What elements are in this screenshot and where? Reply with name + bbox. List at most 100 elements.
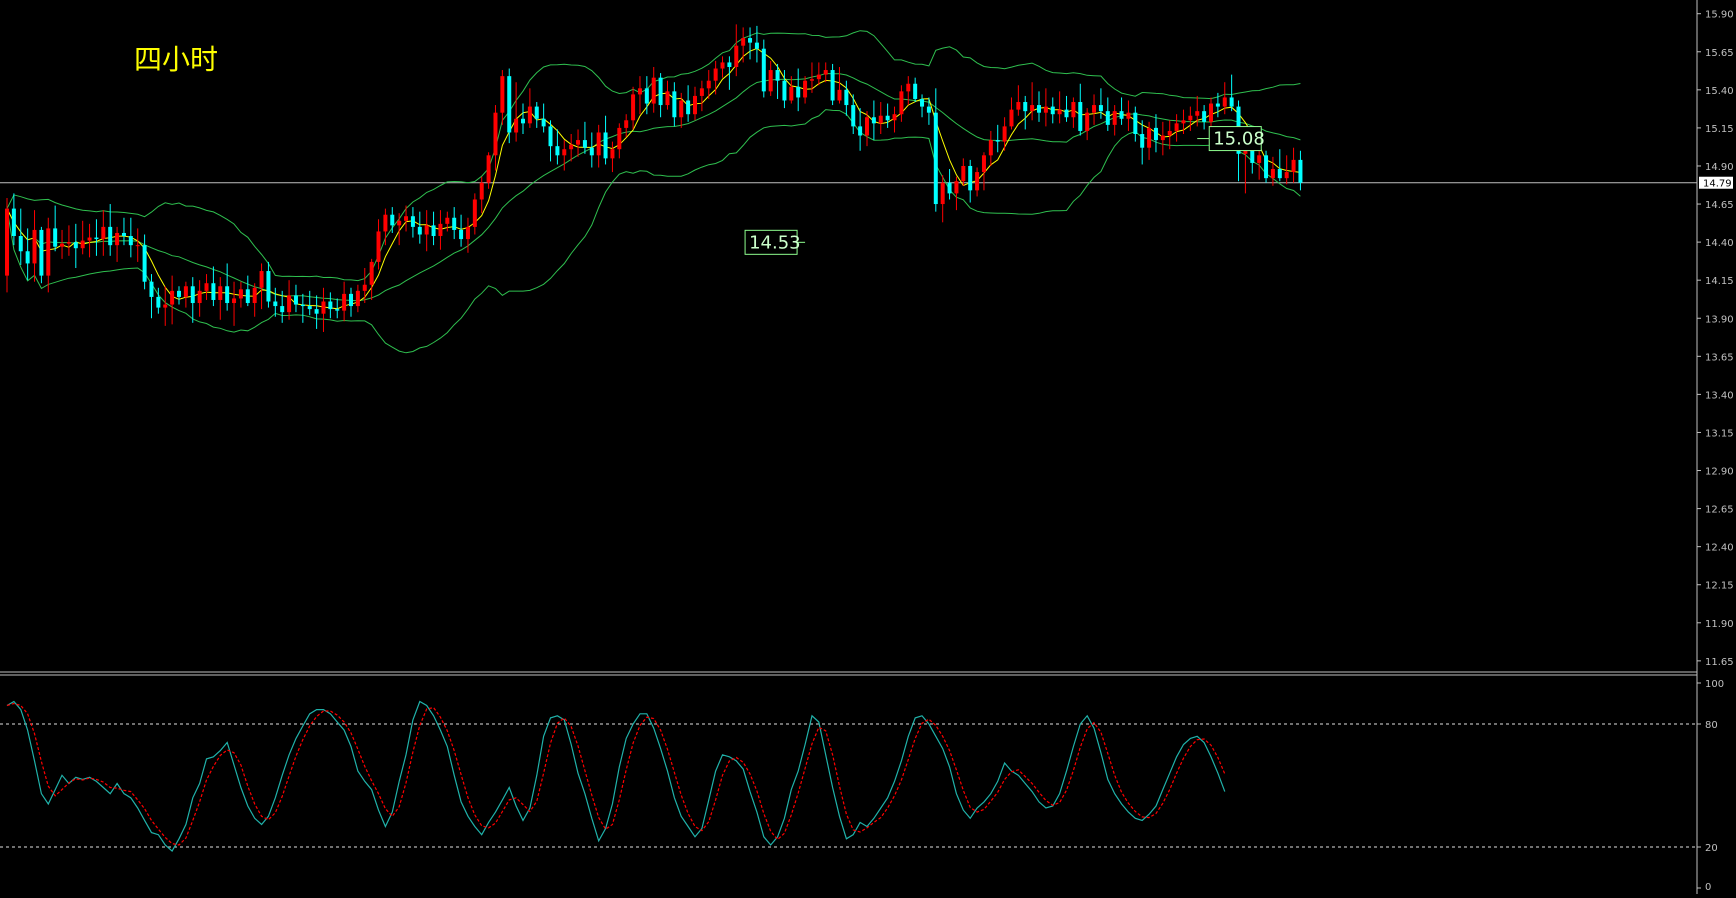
candle xyxy=(858,108,863,151)
candle-body xyxy=(1153,127,1158,141)
bollinger-middle-line xyxy=(6,72,1301,302)
candle xyxy=(417,211,422,244)
candle-body xyxy=(376,231,381,262)
candle xyxy=(1133,106,1138,142)
candle xyxy=(940,175,945,223)
candle-body xyxy=(1174,123,1179,131)
candle xyxy=(1071,97,1076,128)
candle-body xyxy=(968,165,973,191)
candle-body xyxy=(926,106,931,113)
candle xyxy=(342,281,347,322)
price-tick-label: 15.40 xyxy=(1705,86,1734,97)
candle-body xyxy=(1277,169,1282,179)
candle xyxy=(837,67,842,104)
candle-body xyxy=(183,286,188,297)
candle xyxy=(803,76,808,104)
price-tick-label: 15.90 xyxy=(1705,10,1734,21)
candle xyxy=(624,114,629,138)
candle-body xyxy=(576,140,581,145)
candle-body xyxy=(809,79,814,81)
candle-body xyxy=(328,301,333,310)
candle-body xyxy=(981,155,986,173)
candle-body xyxy=(1215,103,1220,107)
candle xyxy=(376,219,381,270)
price-tick-label: 12.65 xyxy=(1705,505,1734,516)
candle xyxy=(362,268,367,304)
stoch-tick-label: 100 xyxy=(1705,679,1724,690)
candle xyxy=(809,62,814,93)
candle xyxy=(32,210,37,282)
candle xyxy=(679,92,684,128)
candle-body xyxy=(1222,97,1227,107)
candle-body xyxy=(266,271,271,302)
candle xyxy=(1064,95,1069,122)
candle xyxy=(1016,85,1021,116)
candle xyxy=(1257,147,1262,180)
candle-body xyxy=(245,289,250,304)
candle xyxy=(706,70,711,99)
candle-body xyxy=(768,70,773,92)
candle-body xyxy=(1112,111,1117,125)
candle xyxy=(885,103,890,128)
candle xyxy=(225,263,230,311)
candle xyxy=(892,106,897,133)
candle xyxy=(335,298,340,319)
candle-body xyxy=(699,88,704,96)
candle-body xyxy=(562,149,567,156)
price-callout-label: 15.08 xyxy=(1213,129,1265,150)
candle xyxy=(871,100,876,141)
candle-body xyxy=(142,245,147,282)
candle xyxy=(761,39,766,98)
candle-body xyxy=(789,86,794,101)
candle-body xyxy=(342,293,347,311)
candle-body xyxy=(1009,109,1014,127)
candle xyxy=(115,226,120,262)
candle xyxy=(1298,150,1303,191)
candle-body xyxy=(1160,135,1165,141)
candle-body xyxy=(582,140,587,148)
candle-body xyxy=(892,114,897,121)
candle-body xyxy=(1064,109,1069,118)
candle-body xyxy=(727,62,732,67)
candle xyxy=(149,274,154,319)
candle xyxy=(610,141,615,173)
candle-body xyxy=(1284,172,1289,179)
candle-body xyxy=(32,229,37,264)
candle-body xyxy=(1202,111,1207,122)
candle xyxy=(782,70,787,109)
candle xyxy=(355,284,360,313)
candle xyxy=(596,124,601,168)
candle-body xyxy=(1119,111,1124,119)
candle xyxy=(1126,100,1131,131)
candle-body xyxy=(748,38,753,43)
candle-body xyxy=(252,287,257,304)
candle-body xyxy=(232,298,237,304)
candle xyxy=(796,68,801,112)
candle xyxy=(617,123,622,159)
candle-body xyxy=(507,76,512,133)
candle xyxy=(631,86,636,130)
candle-body xyxy=(658,77,663,106)
candle-body xyxy=(307,306,312,310)
price-tick-label: 14.65 xyxy=(1705,200,1734,211)
candle xyxy=(1030,82,1035,121)
candle xyxy=(899,85,904,122)
candle-body xyxy=(149,281,154,297)
candle-body xyxy=(293,295,298,305)
candle-body xyxy=(273,301,278,307)
candle xyxy=(25,228,30,281)
candle xyxy=(479,176,484,214)
candle xyxy=(156,287,161,314)
candle-body xyxy=(947,182,952,194)
candle xyxy=(211,266,216,307)
candle-body xyxy=(73,242,78,249)
chart-guides xyxy=(0,0,1698,894)
candle-body xyxy=(741,38,746,46)
candle-body xyxy=(631,94,636,121)
candle-body xyxy=(644,88,649,104)
candle xyxy=(452,207,457,240)
candle xyxy=(438,210,443,250)
candle-body xyxy=(713,68,718,81)
